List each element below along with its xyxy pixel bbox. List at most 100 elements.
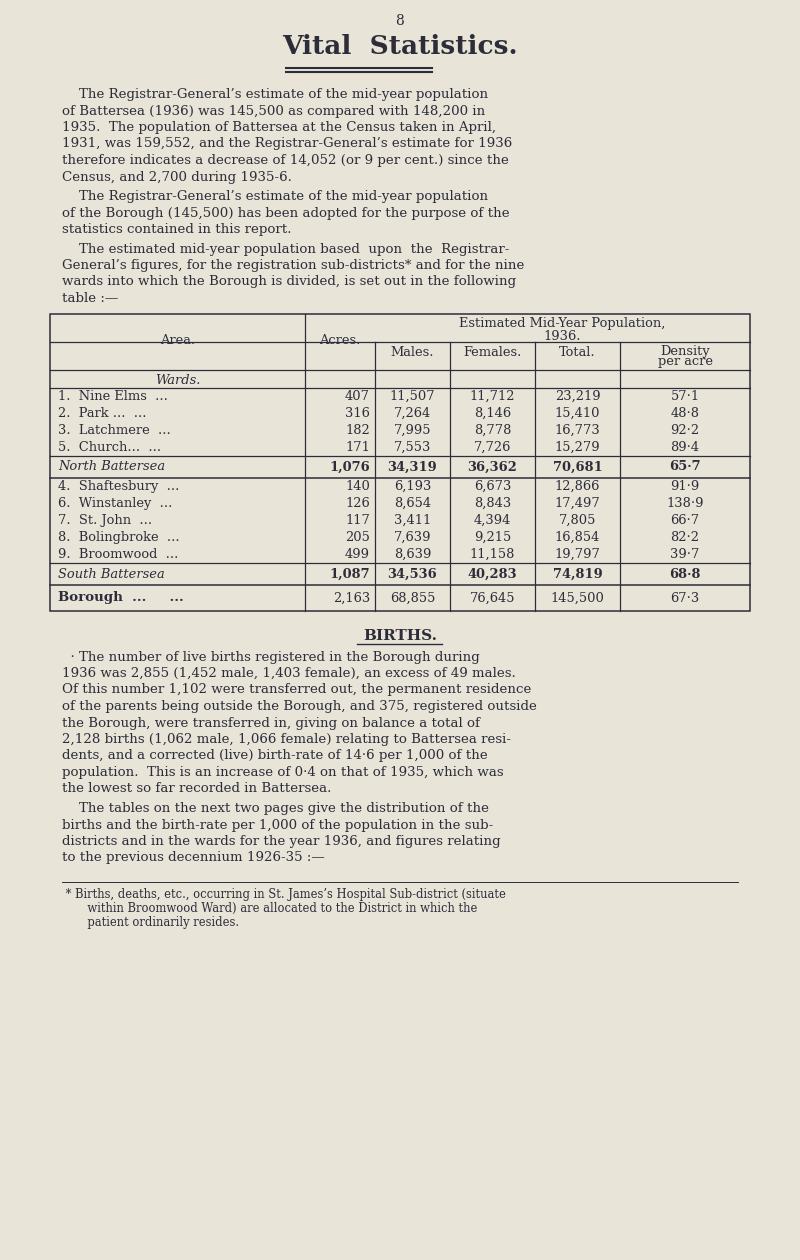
Text: of the parents being outside the Borough, and 375, registered outside: of the parents being outside the Borough… (62, 701, 537, 713)
Text: 70,681: 70,681 (553, 460, 602, 474)
Text: Borough  ...     ...: Borough ... ... (58, 591, 184, 605)
Text: 7,553: 7,553 (394, 441, 431, 454)
Text: of the Borough (145,500) has been adopted for the purpose of the: of the Borough (145,500) has been adopte… (62, 207, 510, 219)
Text: 1936 was 2,855 (1,452 male, 1,403 female), an excess of 49 males.: 1936 was 2,855 (1,452 male, 1,403 female… (62, 667, 516, 680)
Text: of Battersea (1936) was 145,500 as compared with 148,200 in: of Battersea (1936) was 145,500 as compa… (62, 105, 486, 117)
Text: patient ordinarily resides.: patient ordinarily resides. (62, 916, 239, 929)
Text: 140: 140 (345, 480, 370, 493)
Text: Total.: Total. (559, 345, 596, 359)
Text: 8,778: 8,778 (474, 425, 511, 437)
Text: table :—: table :— (62, 292, 118, 305)
Text: General’s figures, for the registration sub-districts* and for the nine: General’s figures, for the registration … (62, 260, 524, 272)
Text: 8,146: 8,146 (474, 407, 511, 420)
Text: 74,819: 74,819 (553, 567, 602, 581)
Text: 65·7: 65·7 (669, 460, 701, 474)
Text: 15,410: 15,410 (554, 407, 600, 420)
Text: 9,215: 9,215 (474, 530, 511, 544)
Text: 7,639: 7,639 (394, 530, 431, 544)
Text: 145,500: 145,500 (550, 591, 605, 605)
Text: 92·2: 92·2 (670, 425, 699, 437)
Text: 68·8: 68·8 (670, 567, 701, 581)
Text: 8: 8 (396, 14, 404, 28)
Text: 1.  Nine Elms  ...: 1. Nine Elms ... (58, 391, 168, 403)
Text: 205: 205 (345, 530, 370, 544)
Text: 117: 117 (345, 514, 370, 527)
Text: 7.  St. John  ...: 7. St. John ... (58, 514, 152, 527)
Text: BIRTHS.: BIRTHS. (363, 629, 437, 643)
Text: Of this number 1,102 were transferred out, the permanent residence: Of this number 1,102 were transferred ou… (62, 683, 531, 697)
Text: 91·9: 91·9 (670, 480, 700, 493)
Text: 4.  Shaftesbury  ...: 4. Shaftesbury ... (58, 480, 179, 493)
Text: 39·7: 39·7 (670, 548, 700, 561)
Text: 11,712: 11,712 (470, 391, 515, 403)
Text: 34,536: 34,536 (388, 567, 438, 581)
Text: 3,411: 3,411 (394, 514, 431, 527)
Text: therefore indicates a decrease of 14,052 (or 9 per cent.) since the: therefore indicates a decrease of 14,052… (62, 154, 509, 168)
Text: South Battersea: South Battersea (58, 567, 165, 581)
Text: 4,394: 4,394 (474, 514, 511, 527)
Text: Vital  Statistics.: Vital Statistics. (282, 34, 518, 59)
Text: 23,219: 23,219 (554, 391, 600, 403)
Text: 9.  Broomwood  ...: 9. Broomwood ... (58, 548, 178, 561)
Text: 6,673: 6,673 (474, 480, 511, 493)
Text: to the previous decennium 1926-35 :—: to the previous decennium 1926-35 :— (62, 852, 325, 864)
Text: 66·7: 66·7 (670, 514, 699, 527)
Text: the Borough, were transferred in, giving on balance a total of: the Borough, were transferred in, giving… (62, 717, 480, 730)
Text: statistics contained in this report.: statistics contained in this report. (62, 223, 291, 236)
Text: 34,319: 34,319 (388, 460, 438, 474)
Text: Area.: Area. (160, 334, 195, 348)
Text: 11,158: 11,158 (470, 548, 515, 561)
Text: districts and in the wards for the year 1936, and figures relating: districts and in the wards for the year … (62, 835, 501, 848)
Text: Density: Density (660, 344, 710, 358)
Text: The estimated mid-year population based  upon  the  Registrar-: The estimated mid-year population based … (62, 242, 510, 256)
Text: 138·9: 138·9 (666, 496, 704, 510)
Text: 89·4: 89·4 (670, 441, 699, 454)
Text: 6.  Winstanley  ...: 6. Winstanley ... (58, 496, 172, 510)
Text: Females.: Females. (463, 345, 522, 359)
Text: Census, and 2,700 during 1935-6.: Census, and 2,700 during 1935-6. (62, 170, 292, 184)
Text: 2,128 births (1,062 male, 1,066 female) relating to Battersea resi-: 2,128 births (1,062 male, 1,066 female) … (62, 733, 511, 746)
Text: * Births, deaths, etc., occurring in St. James’s Hospital Sub-district (situate: * Births, deaths, etc., occurring in St.… (62, 888, 506, 901)
Text: 182: 182 (346, 425, 370, 437)
Text: 171: 171 (345, 441, 370, 454)
Text: 1935.  The population of Battersea at the Census taken in April,: 1935. The population of Battersea at the… (62, 121, 496, 134)
Text: 48·8: 48·8 (670, 407, 699, 420)
Text: population.  This is an increase of 0·4 on that of 1935, which was: population. This is an increase of 0·4 o… (62, 766, 504, 779)
Text: · The number of live births registered in the Borough during: · The number of live births registered i… (62, 650, 480, 664)
Text: 3.  Latchmere  ...: 3. Latchmere ... (58, 425, 170, 437)
Text: Wards.: Wards. (155, 373, 200, 387)
Text: 17,497: 17,497 (554, 496, 600, 510)
Text: 1,076: 1,076 (330, 460, 370, 474)
Text: 2.  Park ...  ...: 2. Park ... ... (58, 407, 146, 420)
Text: 407: 407 (345, 391, 370, 403)
Text: 36,362: 36,362 (467, 460, 518, 474)
Text: 7,264: 7,264 (394, 407, 431, 420)
Text: the lowest so far recorded in Battersea.: the lowest so far recorded in Battersea. (62, 782, 331, 795)
Text: 16,773: 16,773 (554, 425, 600, 437)
Text: 8,654: 8,654 (394, 496, 431, 510)
Text: 67·3: 67·3 (670, 591, 700, 605)
Text: 11,507: 11,507 (390, 391, 435, 403)
Text: dents, and a corrected (live) birth-rate of 14·6 per 1,000 of the: dents, and a corrected (live) birth-rate… (62, 750, 488, 762)
Text: 1,087: 1,087 (330, 567, 370, 581)
Text: 316: 316 (345, 407, 370, 420)
Text: Males.: Males. (390, 345, 434, 359)
Text: 76,645: 76,645 (470, 591, 515, 605)
Text: 8.  Bolingbroke  ...: 8. Bolingbroke ... (58, 530, 180, 544)
Text: 1931, was 159,552, and the Registrar-General’s estimate for 1936: 1931, was 159,552, and the Registrar-Gen… (62, 137, 512, 150)
Text: per acre: per acre (658, 355, 713, 368)
Text: 19,797: 19,797 (554, 548, 601, 561)
Text: births and the birth-rate per 1,000 of the population in the sub-: births and the birth-rate per 1,000 of t… (62, 819, 494, 832)
Text: within Broomwood Ward) are allocated to the District in which the: within Broomwood Ward) are allocated to … (62, 902, 478, 915)
Text: The tables on the next two pages give the distribution of the: The tables on the next two pages give th… (62, 803, 489, 815)
Text: 57·1: 57·1 (670, 391, 699, 403)
Text: Acres.: Acres. (319, 334, 361, 348)
Text: 499: 499 (345, 548, 370, 561)
Text: 8,639: 8,639 (394, 548, 431, 561)
Text: Estimated Mid-Year Population,: Estimated Mid-Year Population, (459, 318, 666, 330)
Text: 126: 126 (346, 496, 370, 510)
Text: 2,163: 2,163 (333, 591, 370, 605)
Text: North Battersea: North Battersea (58, 460, 165, 474)
Text: 40,283: 40,283 (468, 567, 518, 581)
Text: 6,193: 6,193 (394, 480, 431, 493)
